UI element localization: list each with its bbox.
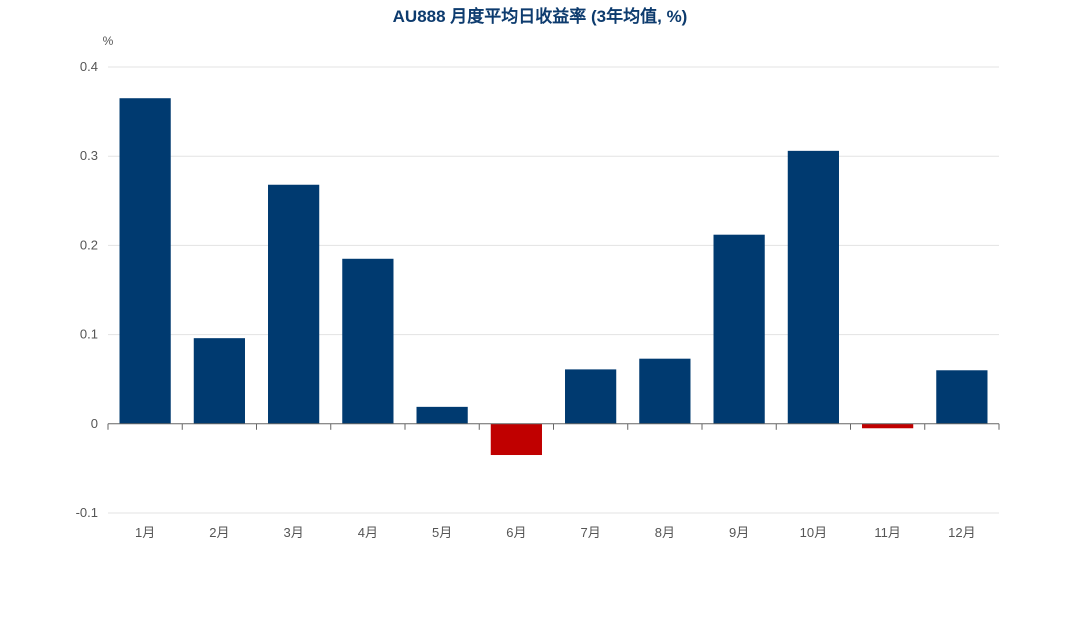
- bar: [713, 234, 765, 424]
- x-tick-label: 9月: [729, 525, 749, 540]
- x-axis-ticks: 1月 2月 3月 4月 5月 6月 7月 8月 9月 10月 11月 12月: [135, 525, 976, 540]
- bar: [193, 338, 245, 424]
- x-tick-label: 8月: [655, 525, 675, 540]
- y-axis-unit-label: %: [103, 34, 114, 48]
- y-tick-label: 0.4: [80, 59, 98, 74]
- bar: [416, 406, 468, 424]
- y-tick-label: -0.1: [76, 505, 98, 520]
- gridlines: [108, 66, 999, 514]
- bar: [268, 184, 320, 424]
- bar: [862, 423, 914, 429]
- x-tick-label: 11月: [874, 525, 901, 540]
- bar: [342, 258, 394, 424]
- x-axis: [107, 423, 1000, 430]
- bar: [565, 369, 617, 424]
- x-tick-label: 5月: [432, 525, 452, 540]
- bar: [936, 370, 988, 424]
- x-tick-label: 7月: [581, 525, 601, 540]
- bar: [490, 423, 542, 456]
- bar: [639, 358, 691, 424]
- x-tick-label: 1月: [135, 525, 155, 540]
- x-tick-label: 3月: [284, 525, 304, 540]
- bar: [119, 98, 171, 424]
- x-tick-label: 10月: [800, 525, 827, 540]
- x-tick-label: 12月: [948, 525, 975, 540]
- y-tick-label: 0: [91, 416, 98, 431]
- y-axis-ticks: -0.1 0 0.1 0.2 0.3 0.4: [76, 59, 98, 520]
- bar: [787, 150, 839, 424]
- chart-title: AU888 月度平均日收益率 (3年均值, %): [393, 6, 688, 26]
- bars: [119, 98, 988, 456]
- y-tick-label: 0.3: [80, 148, 98, 163]
- y-tick-label: 0.1: [80, 327, 98, 342]
- x-tick-label: 6月: [506, 525, 526, 540]
- y-tick-label: 0.2: [80, 237, 98, 252]
- x-tick-label: 2月: [209, 525, 229, 540]
- x-tick-label: 4月: [358, 525, 378, 540]
